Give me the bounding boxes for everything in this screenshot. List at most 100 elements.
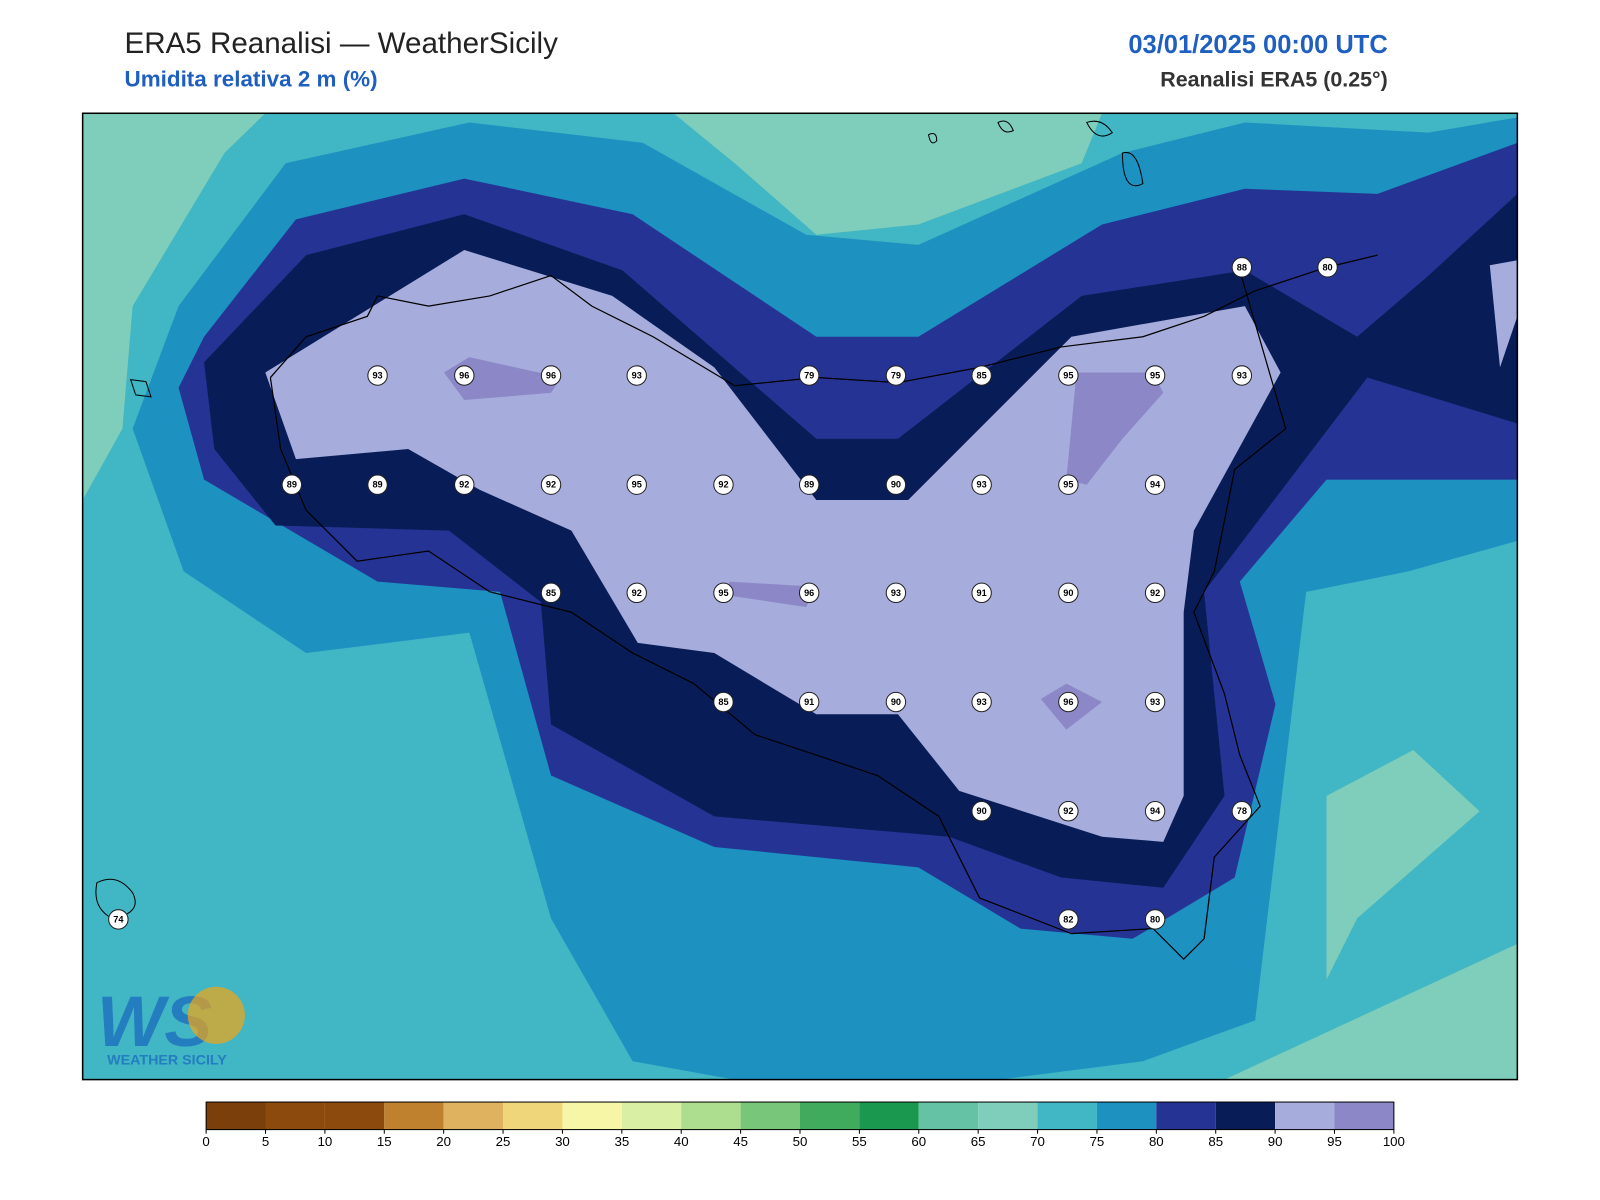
subtitle: Umidita relativa 2 m (%) [124,67,377,92]
station-value: 93 [632,371,642,381]
station-value: 90 [891,697,901,707]
station-marker [108,909,129,930]
station-value: 79 [891,371,901,381]
coastline [269,254,1378,961]
station-value: 91 [804,697,814,707]
station-marker [971,365,992,386]
station-marker [885,691,907,713]
band-95-100 [443,357,562,400]
band-65-70 [1326,750,1480,980]
station-marker [798,691,820,713]
colorbar-label: 65 [971,1134,986,1149]
station-marker [1144,801,1166,822]
station-value: 80 [1322,262,1332,272]
station-marker [971,582,992,604]
colorbar-swatch [1334,1102,1394,1130]
colorbar-swatch [1096,1102,1157,1130]
station-marker [1231,257,1253,278]
station-marker [1058,691,1079,713]
station-value: 92 [459,480,469,490]
colorbar-label: 30 [555,1134,570,1149]
station-marker [454,365,475,386]
station-value: 95 [1063,480,1073,490]
logo: WS WEATHER SICILY [97,982,245,1068]
colorbar-swatch [265,1102,325,1130]
band-65-70 [82,113,266,500]
station-marker [798,474,820,495]
station-marker [1144,691,1166,713]
station-value: 94 [1150,480,1161,490]
colorbar-label: 80 [1149,1134,1164,1149]
colorbar-swatch [918,1102,979,1130]
station-value: 89 [287,480,297,490]
logo-text: WEATHER SICILY [107,1052,227,1068]
colorbar-label: 25 [496,1134,511,1149]
station-marker [626,365,647,386]
colorbar-label: 45 [733,1134,748,1149]
station-value: 90 [1063,588,1073,598]
station-marker [713,474,734,495]
colorbar-swatch [503,1102,563,1130]
band-95-100 [1066,372,1164,485]
title: ERA5 Reanalisi — WeatherSicily [124,27,558,60]
station-value: 85 [546,588,556,598]
colorbar-label: 35 [614,1134,629,1149]
station-value: 92 [718,480,728,490]
station-value: 89 [372,480,382,490]
station-value: 95 [632,480,642,490]
station-marker [885,365,907,386]
map [82,113,1518,1080]
station-marker [971,801,992,822]
colorbar-swatch [324,1102,385,1130]
station-value: 92 [546,480,556,490]
station-marker [971,691,992,713]
station-value: 92 [1150,588,1160,598]
colorbar-swatch [978,1102,1038,1130]
station-marker [454,474,475,495]
colorbar-label: 40 [674,1134,689,1149]
station-value: 85 [977,371,987,381]
colorbar-swatch [859,1102,919,1130]
station-marker [1058,582,1079,604]
station-value: 93 [1150,697,1160,707]
station-value: 93 [372,371,382,381]
station-marker [1144,582,1166,604]
colorbar-swatch [562,1102,622,1130]
station-value: 96 [459,371,469,381]
station-value: 92 [632,588,642,598]
station-marker [1058,801,1079,822]
station-value: 74 [113,914,124,924]
datetime: 03/01/2025 00:00 UTC [1128,31,1387,59]
station-marker [1058,909,1079,930]
station-marker [885,582,907,604]
station-value: 95 [1063,371,1073,381]
colorbar-swatch [206,1102,266,1130]
station-value: 89 [804,480,814,490]
colorbar-swatch [1156,1102,1216,1130]
station-marker [540,474,562,495]
station-marker [1058,474,1079,495]
colorbar-swatch [1275,1102,1335,1130]
station-marker [367,365,388,386]
station-marker [1317,257,1338,278]
station-value: 94 [1150,806,1161,816]
colorbar-label: 70 [1030,1134,1045,1149]
colorbar-label: 15 [377,1134,392,1149]
station-marker [885,474,907,495]
islands [95,120,1144,919]
stations: 88 80 93 96 96 93 79 79 85 95 95 93 89 89 92 92 95 92 89 90… [108,257,1338,930]
band-65-70 [673,113,1103,235]
station-marker [626,582,647,604]
band-95-100 [724,581,817,608]
colorbar-label: 0 [202,1134,209,1149]
station-marker [1231,365,1253,386]
colorbar-label: 10 [318,1134,333,1149]
station-value: 78 [1237,806,1247,816]
station-value: 95 [718,588,728,598]
colorbar-label: 20 [436,1134,451,1149]
station-value: 92 [1063,806,1073,816]
map-frame [81,112,1519,1081]
station-marker [367,474,388,495]
station-value: 82 [1063,914,1073,924]
